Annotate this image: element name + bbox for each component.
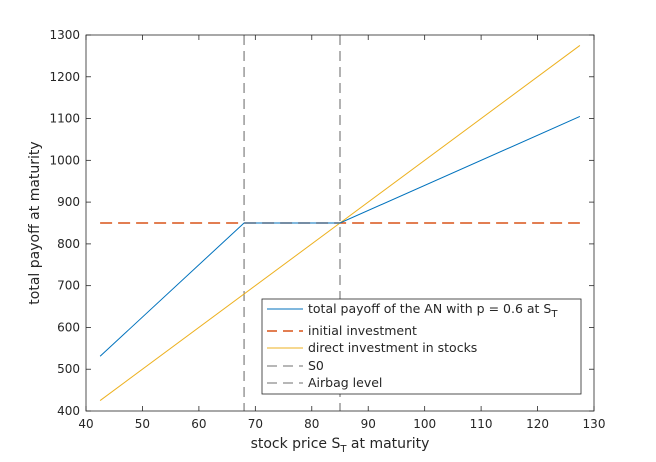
x-axis: 40 50 60 70 80 90 100 110 120 130	[78, 35, 605, 431]
plot-frame	[85, 34, 595, 412]
x-tick-label: 50	[135, 417, 150, 431]
legend-box	[261, 298, 582, 395]
x-axis-label-subscript: T	[339, 444, 347, 455]
y-tick-label: 700	[57, 279, 80, 293]
x-tick-label: 120	[526, 417, 549, 431]
x-axis-label-main: stock price S	[251, 436, 341, 452]
legend: total payoff of the AN with p = 0.6 at S…	[261, 298, 582, 395]
y-tick-label: 500	[57, 362, 80, 376]
y-tick-label: 1200	[49, 70, 80, 84]
y-tick-label: 1000	[49, 153, 80, 167]
y-tick-label: 400	[57, 404, 80, 418]
x-tick-label: 130	[583, 417, 606, 431]
legend-label-initial-investment: initial investment	[308, 323, 417, 338]
x-tick-label: 60	[191, 417, 206, 431]
x-axis-label-tail: at maturity	[346, 436, 429, 452]
y-tick-label: 900	[57, 195, 80, 209]
legend-label-direct-investment: direct investment in stocks	[308, 340, 477, 355]
legend-label-an-payoff: total payoff of the AN with p = 0.6 at S…	[308, 301, 558, 320]
x-axis-label: stock price ST at maturity	[251, 436, 430, 455]
y-tick-label: 600	[57, 320, 80, 334]
y-axis: 400 500 600 700 800 900 1000 1100 1200 1300	[49, 28, 594, 418]
x-tick-label: 100	[413, 417, 436, 431]
y-tick-label: 1100	[49, 112, 80, 126]
x-tick-label: 80	[304, 417, 319, 431]
x-tick-label: 90	[361, 417, 376, 431]
legend-label-airbag-level: Airbag level	[308, 375, 382, 390]
y-tick-label: 800	[57, 237, 80, 251]
x-tick-label: 40	[78, 417, 93, 431]
y-tick-label: 1300	[49, 28, 80, 42]
y-axis-label: total payoff at maturity	[27, 141, 43, 304]
legend-label-s0: S0	[308, 358, 324, 373]
x-tick-label: 110	[470, 417, 493, 431]
x-tick-label: 70	[248, 417, 263, 431]
series-line-0	[99, 116, 581, 357]
